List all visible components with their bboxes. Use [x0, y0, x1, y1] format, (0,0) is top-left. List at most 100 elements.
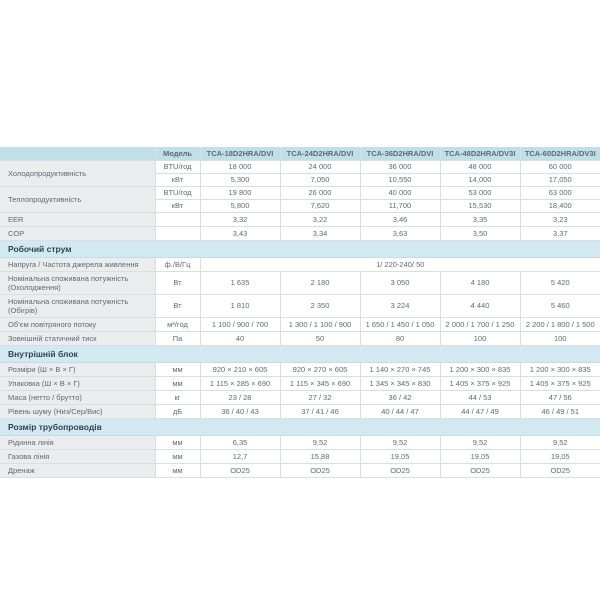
row-label: Газова лінія: [0, 449, 156, 465]
value-cell: OD25: [279, 463, 361, 479]
value-cell: OD25: [439, 463, 521, 479]
table-row-gas-line: Газова лінія мм 12,7 15,88 19,05 19,05 1…: [0, 449, 600, 465]
value-cell: 15,88: [279, 449, 361, 465]
value-cell: 24 000: [279, 159, 361, 174]
value-cell: 47 / 56: [519, 389, 600, 405]
row-label: Рівень шуму (Низ/Сер/Вис): [0, 403, 156, 419]
value-cell: 3,35: [439, 211, 521, 227]
value-cell: 100: [519, 330, 600, 346]
row-label: Об’єм повітряного потоку: [0, 316, 156, 332]
value-cell: 44 / 53: [439, 389, 521, 405]
value-cell: 100: [439, 330, 521, 346]
value-cell: 11,700: [359, 198, 441, 213]
unit-cell: кВт: [155, 172, 201, 187]
model-header: TCA-24D2HRA/DVI: [279, 147, 361, 161]
value-cell: 3,34: [279, 225, 361, 241]
value-cell: 14,000: [439, 172, 521, 187]
unit-cell: [154, 225, 201, 241]
value-cell: 46 / 49 / 51: [519, 403, 600, 419]
table-row-packing: Упаковка (Ш × В × Г) мм 1 115 × 285 × 69…: [0, 375, 600, 391]
value-cell: 3,23: [519, 211, 600, 227]
value-cell: 1 115 × 285 × 690: [199, 375, 281, 391]
row-label: Теплопродуктивність: [0, 185, 156, 213]
model-header: TCA-60D2HRA/DV3I: [519, 147, 600, 161]
table-row-cooling-btu: Холодопродуктивність BTU/год 18 000 24 0…: [0, 159, 600, 187]
value-cell: 18 000: [199, 159, 281, 174]
value-cell: 1 200 × 300 × 835: [439, 361, 521, 377]
unit-cell: мм: [154, 449, 201, 465]
unit-cell: кВт: [155, 198, 201, 213]
row-label: Маса (нетто / брутто): [0, 389, 156, 405]
value-cell: 9,52: [439, 435, 521, 451]
table-row-power-cooling: Номінальна споживана потужність (Охолодж…: [0, 270, 600, 295]
unit-cell: Вт: [154, 270, 201, 295]
value-cell: 23 / 28: [199, 389, 281, 405]
value-cell: 36 / 40 / 43: [199, 403, 281, 419]
table-row-cooling-kw: кВт 5,300 7,050 10,550 14,000 17,050: [0, 172, 600, 187]
value-cell: OD25: [199, 463, 281, 479]
row-label: Зовнішній статичний тиск: [0, 330, 156, 346]
row-label: EER: [0, 211, 156, 227]
row-label: Упаковка (Ш × В × Г): [0, 375, 156, 391]
unit-cell: мм: [154, 463, 201, 479]
value-cell: 3,46: [359, 211, 441, 227]
value-cell: 5 420: [519, 270, 600, 295]
value-cell: 5,300: [199, 172, 281, 187]
table-row-drain: Дренаж мм OD25 OD25 OD25 OD25 OD25: [0, 463, 600, 479]
value-cell: 26 000: [279, 185, 361, 200]
row-label: Холодопродуктивність: [0, 159, 156, 187]
table-row-airflow: Об’єм повітряного потоку м³/год 1 100 / …: [0, 316, 600, 332]
value-cell: 18,400: [519, 198, 600, 213]
value-cell: 5,800: [199, 198, 281, 213]
table-row-heating-btu: Теплопродуктивність BTU/год 19 800 26 00…: [0, 185, 600, 213]
unit-cell: мм: [154, 361, 201, 377]
value-cell: 7,050: [279, 172, 361, 187]
value-cell: 63 000: [519, 185, 600, 200]
value-cell: 5 460: [519, 293, 600, 318]
value-cell: 40 / 44 / 47: [359, 403, 441, 419]
unit-cell: кг: [154, 389, 201, 405]
unit-cell: ф./В/Гц: [154, 256, 201, 272]
value-cell: 53 000: [439, 185, 521, 200]
table-row-heating-kw: кВт 5,800 7,620 11,700 15,530 18,400: [0, 198, 600, 213]
value-cell: 40 000: [359, 185, 441, 200]
value-cell: 9,52: [359, 435, 441, 451]
row-label: Рідинна лінія: [0, 435, 156, 451]
value-cell: 7,620: [279, 198, 361, 213]
value-cell: 3 224: [359, 293, 441, 318]
table-row-voltage: Напруга / Частота джерела живлення ф./В/…: [0, 256, 600, 272]
unit-cell: BTU/год: [154, 185, 201, 200]
model-header: TCA-36D2HRA/DVI: [359, 147, 441, 161]
value-cell: 10,550: [359, 172, 441, 187]
table-row-eer: EER 3,32 3,22 3,46 3,35 3,23: [0, 211, 600, 227]
unit-cell: Па: [154, 330, 201, 346]
value-cell: 1 100 / 900 / 700: [199, 316, 281, 332]
unit-cell: мм: [154, 435, 201, 451]
value-cell: 2 180: [279, 270, 361, 295]
value-cell: 3,50: [439, 225, 521, 241]
header-empty-cell: [0, 147, 156, 161]
table-row-liquid-line: Рідинна лінія мм 6,35 9,52 9,52 9,52 9,5…: [0, 435, 600, 451]
value-cell: 19,05: [359, 449, 441, 465]
value-cell: 1 810: [199, 293, 281, 318]
value-cell: 1 345 × 345 × 830: [359, 375, 441, 391]
value-cell: 3,43: [199, 225, 281, 241]
value-cell: 920 × 210 × 605: [199, 361, 281, 377]
model-label-cell: Модель: [154, 147, 201, 161]
value-cell: 60 000: [519, 159, 600, 174]
value-cell: OD25: [519, 463, 600, 479]
value-cell: 3,63: [359, 225, 441, 241]
value-cell: 2 350: [279, 293, 361, 318]
table-row-noise: Рівень шуму (Низ/Сер/Вис) дБ 36 / 40 / 4…: [0, 403, 600, 419]
table-row-weight: Маса (нетто / брутто) кг 23 / 28 27 / 32…: [0, 389, 600, 405]
value-cell: 2 000 / 1 700 / 1 250: [439, 316, 521, 332]
unit-cell: м³/год: [154, 316, 201, 332]
value-cell: 3 050: [359, 270, 441, 295]
spec-table: Модель TCA-18D2HRA/DVI TCA-24D2HRA/DVI T…: [0, 147, 600, 479]
value-cell: 19 800: [199, 185, 281, 200]
value-cell: 19,05: [519, 449, 600, 465]
table-row-dimensions: Розміри (Ш × В × Г) мм 920 × 210 × 605 9…: [0, 361, 600, 377]
table-row-power-heating: Номінальна споживана потужність (Обігрів…: [0, 293, 600, 318]
value-cell: 12,7: [199, 449, 281, 465]
